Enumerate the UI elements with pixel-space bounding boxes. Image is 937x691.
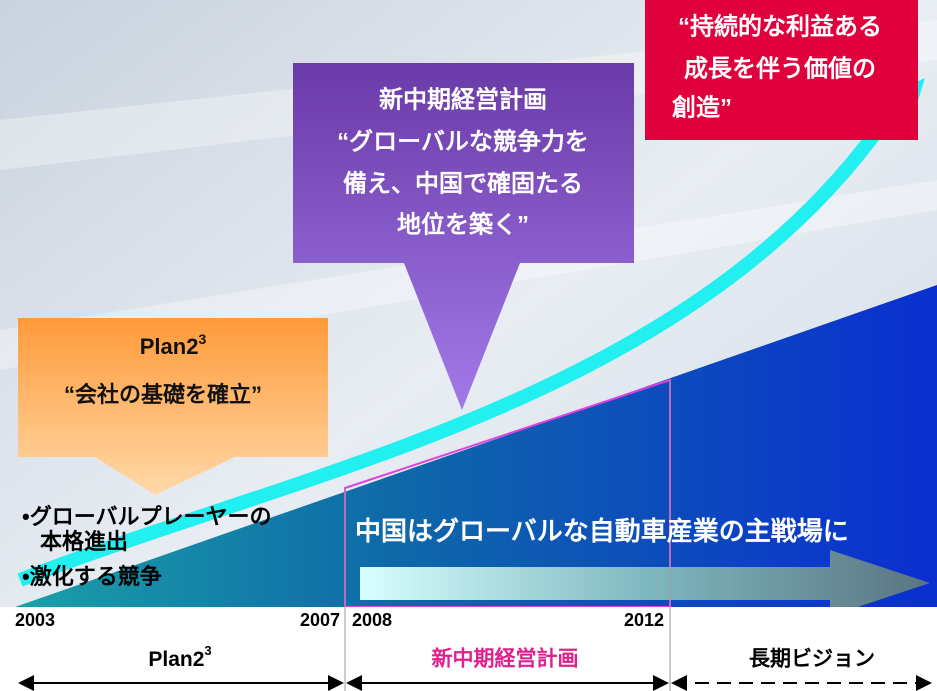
superscript: 3 (204, 643, 211, 658)
title: Plan2 (148, 648, 204, 671)
title: Plan2 (140, 334, 199, 359)
text-line: 備え、中国で確固たる (343, 169, 583, 197)
phase-label: 長期ビジョン (749, 648, 875, 671)
plan2-callout (18, 318, 328, 495)
text-line: 創造” (672, 94, 732, 121)
text-line: “グローバルな競争力を (337, 127, 589, 155)
growth-curve (17, 101, 901, 587)
year: 2003 (15, 610, 55, 630)
text-line: 新中期経営計画 (379, 85, 547, 113)
bullet: 本格進出 (40, 529, 128, 554)
plan-text: 新中期経営計画 “グローバルな競争力を 備え、中国で確固たる 地位を築く” (337, 85, 589, 238)
superscript: 3 (198, 331, 206, 347)
years: 2003 2007 2008 2012 (15, 610, 664, 630)
banner-arrow (360, 550, 930, 616)
phase-label: Plan23 (148, 643, 211, 670)
bullet: •激化する競争 (22, 564, 162, 589)
text-line: 成長を伴う価値の (684, 55, 876, 82)
year: 2007 (300, 610, 340, 630)
vision-box (645, 0, 918, 140)
banner-text: 中国はグローバルな自動車産業の主戦場に (355, 516, 849, 546)
light-streaks (0, 20, 937, 370)
year: 2008 (352, 610, 392, 630)
bullet: •グローバルプレーヤーの (22, 504, 271, 529)
text-line: “持続的な利益ある (678, 12, 882, 40)
year: 2012 (624, 610, 664, 630)
plan2-title: Plan23 (140, 331, 207, 359)
plan2-subtitle: “会社の基礎を確立” (64, 382, 262, 407)
vision-text: “持続的な利益ある 成長を伴う価値の 創造” (672, 12, 882, 121)
text-line: 地位を築く” (397, 210, 529, 238)
plan-callout (293, 63, 634, 410)
phase-label: 新中期経営計画 (432, 647, 579, 671)
growth-wedge (15, 285, 937, 607)
